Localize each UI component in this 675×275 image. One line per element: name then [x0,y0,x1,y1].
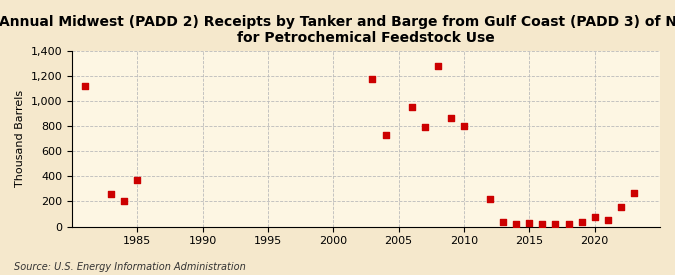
Point [380,133,391,137]
Point [602,218,613,222]
Point [563,222,574,226]
Point [132,178,142,182]
Point [419,124,430,129]
Point [106,192,117,197]
Title: Annual Midwest (PADD 2) Receipts by Tanker and Barge from Gulf Coast (PADD 3) of: Annual Midwest (PADD 2) Receipts by Tank… [0,15,675,45]
Point [628,190,639,195]
Point [458,124,469,128]
Point [524,221,535,225]
Point [576,220,587,224]
Point [446,116,456,120]
Y-axis label: Thousand Barrels: Thousand Barrels [15,90,25,187]
Point [406,105,417,109]
Point [511,222,522,226]
Point [497,220,508,224]
Point [537,222,548,226]
Point [485,197,495,201]
Point [550,222,561,226]
Text: Source: U.S. Energy Information Administration: Source: U.S. Energy Information Administ… [14,262,245,272]
Point [80,84,90,88]
Point [367,77,378,81]
Point [119,199,130,203]
Point [589,215,600,219]
Point [616,205,626,209]
Point [433,64,443,68]
